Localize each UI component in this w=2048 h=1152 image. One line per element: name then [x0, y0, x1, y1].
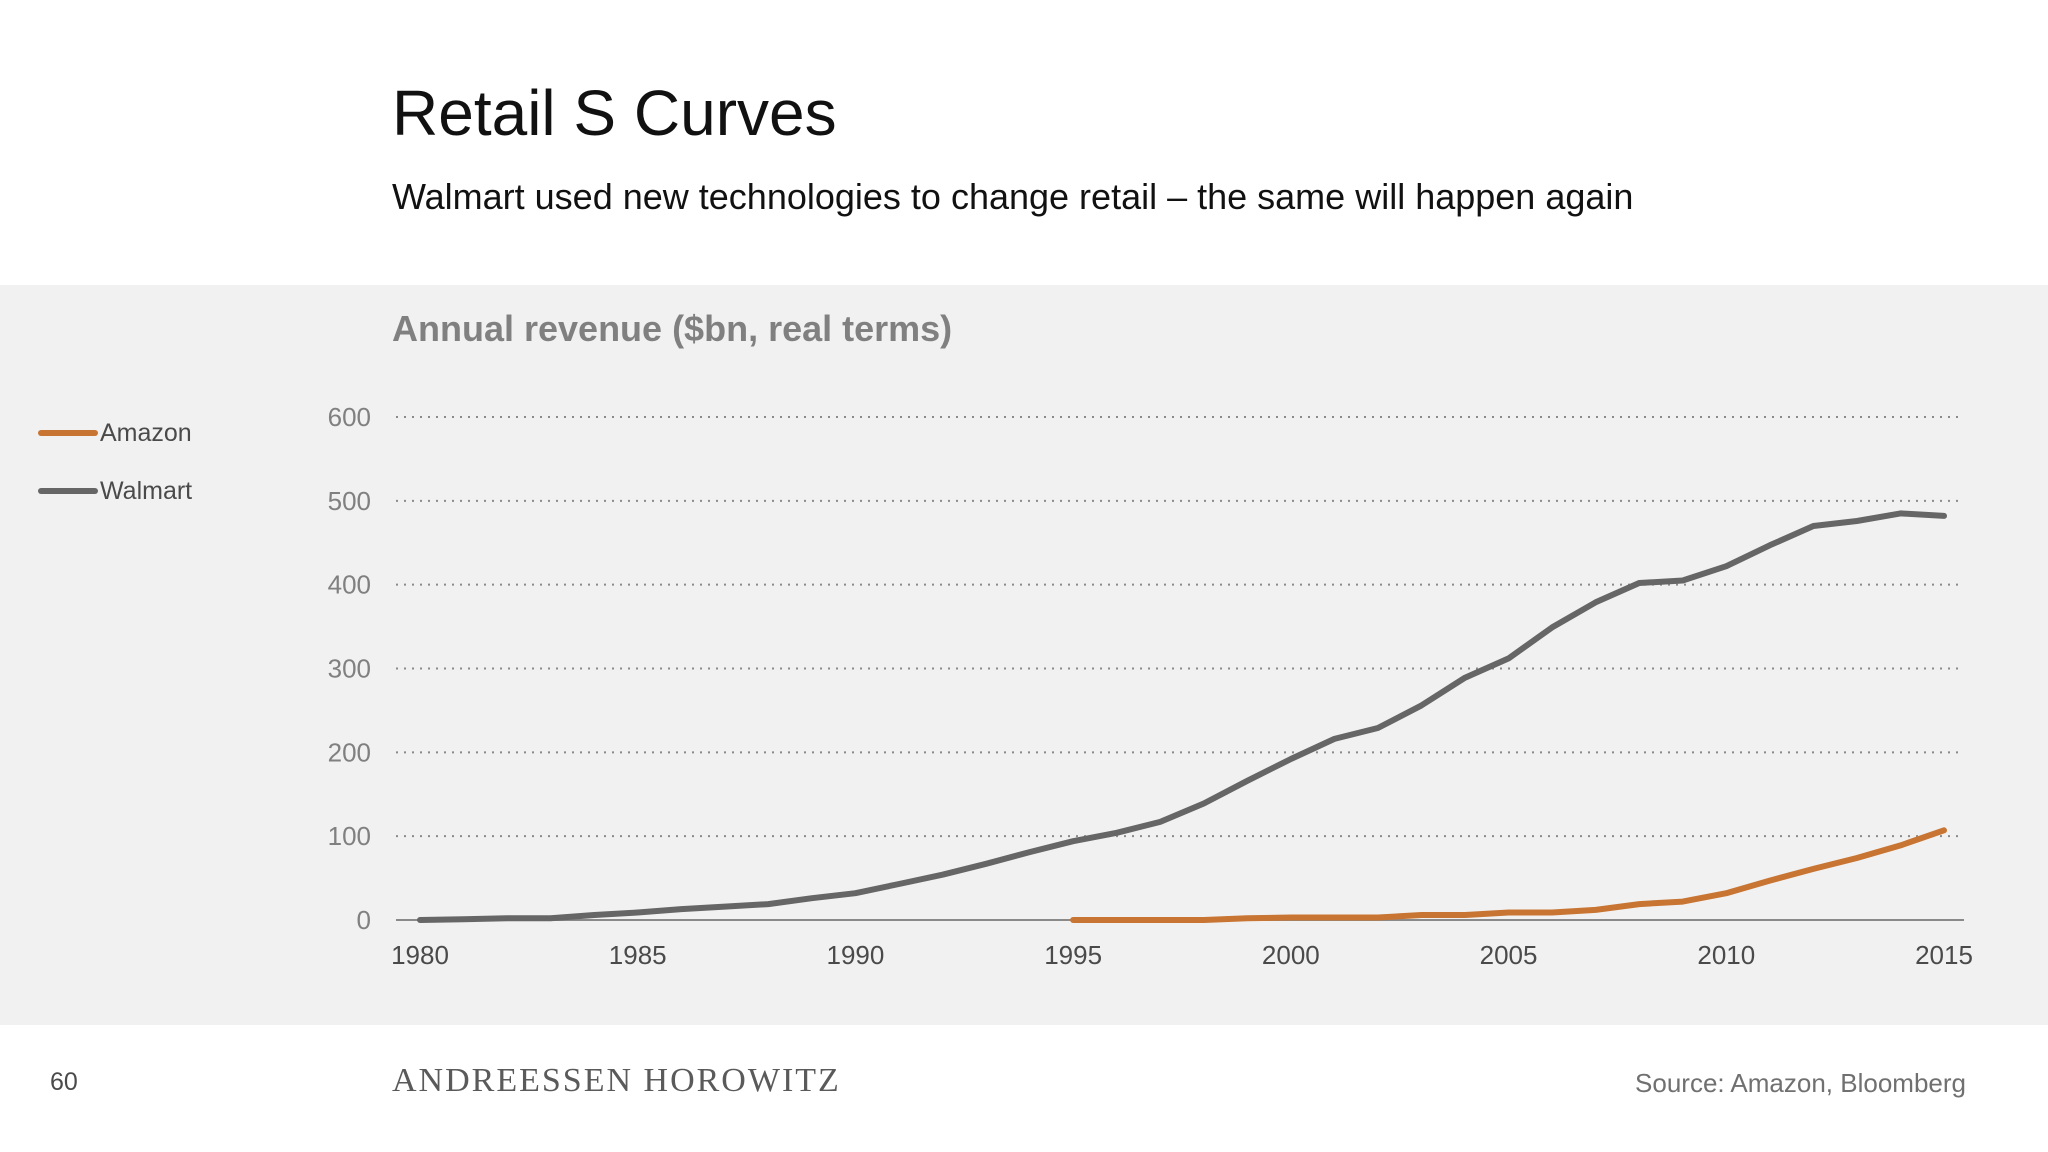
chart-panel [0, 285, 2048, 1025]
legend-item-amazon: Amazon [38, 404, 192, 462]
y-tick-label-0: 0 [357, 905, 371, 935]
x-tick-label-2010: 2010 [1697, 940, 1755, 970]
page-number: 60 [50, 1068, 78, 1096]
x-tick-label-1985: 1985 [609, 940, 667, 970]
legend-label-walmart: Walmart [100, 476, 193, 505]
y-tick-label-400: 400 [328, 570, 371, 600]
y-tick-label-600: 600 [328, 402, 371, 432]
series-line-walmart [417, 510, 1947, 923]
legend-label-amazon: Amazon [100, 418, 192, 447]
page-title: Retail S Curves [392, 77, 837, 149]
brand-logo-text: ANDREESSEN HOROWITZ [392, 1062, 841, 1099]
x-tick-label-1995: 1995 [1044, 940, 1102, 970]
chart-title: Annual revenue ($bn, real terms) [392, 308, 953, 349]
y-tick-label-500: 500 [328, 486, 371, 516]
x-tick-label-1990: 1990 [827, 940, 885, 970]
y-tick-label-200: 200 [328, 737, 371, 767]
y-tick-label-300: 300 [328, 654, 371, 684]
x-tick-label-2005: 2005 [1480, 940, 1538, 970]
chart-legend: Amazon Walmart [38, 404, 192, 520]
x-tick-label-1980: 1980 [391, 940, 449, 970]
x-tick-label-2015: 2015 [1915, 940, 1973, 970]
series-line-amazon [1070, 827, 1947, 923]
legend-swatch-walmart [38, 488, 98, 494]
page-subtitle: Walmart used new technologies to change … [392, 176, 1634, 217]
source-note: Source: Amazon, Bloomberg [1635, 1068, 1966, 1098]
legend-swatch-amazon [38, 430, 98, 436]
y-tick-label-100: 100 [328, 821, 371, 851]
x-tick-label-2000: 2000 [1262, 940, 1320, 970]
legend-item-walmart: Walmart [38, 462, 192, 520]
